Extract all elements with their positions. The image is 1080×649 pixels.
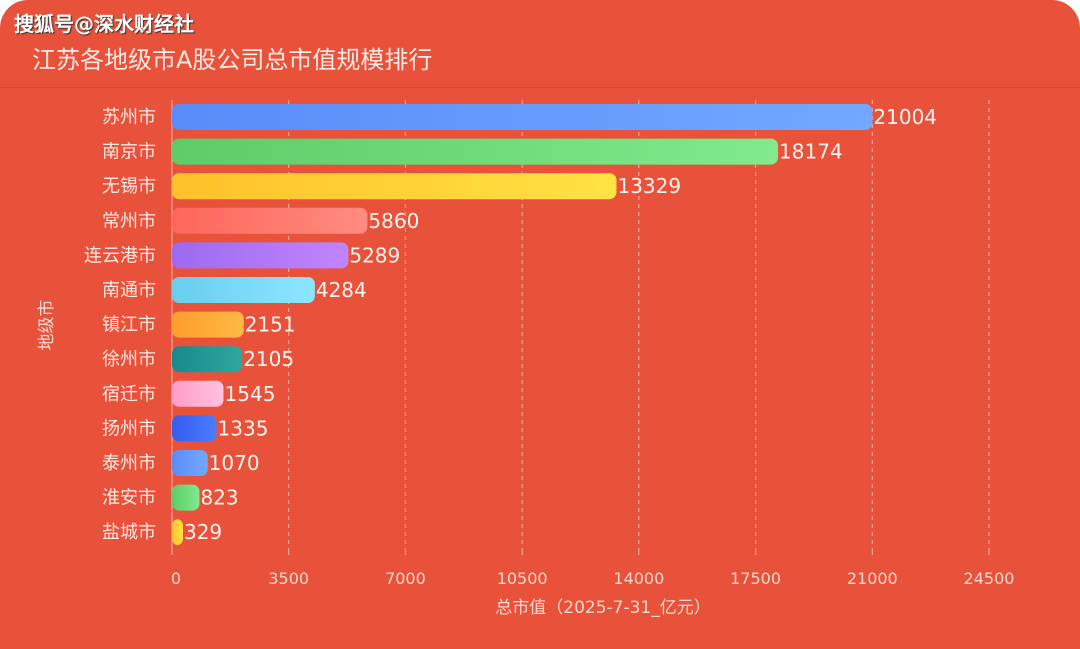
category-label: 宿迁市 <box>102 384 156 405</box>
chart-title: 江苏各地级市A股公司总市值规模排行 <box>32 46 433 74</box>
bar <box>172 242 349 269</box>
watermark: 搜狐号@深水财经社 <box>14 12 194 36</box>
category-label: 南通市 <box>102 280 156 301</box>
data-label: 2105 <box>243 347 294 371</box>
data-label: 1335 <box>218 416 269 440</box>
bar <box>172 104 873 130</box>
data-label: 1545 <box>225 382 276 406</box>
data-label: 2151 <box>245 313 296 337</box>
x-tick-label: 10500 <box>497 569 548 588</box>
bar <box>172 450 208 476</box>
data-label: 4284 <box>316 278 367 302</box>
title-divider <box>0 87 1080 88</box>
x-tick-label: 7000 <box>385 569 426 588</box>
x-tick-label: 17500 <box>730 569 781 588</box>
data-label: 823 <box>200 486 238 510</box>
bar <box>172 519 183 546</box>
bar <box>172 277 315 303</box>
bar <box>172 311 244 338</box>
data-label: 13329 <box>617 174 681 198</box>
bar <box>172 346 243 373</box>
data-label: 5289 <box>349 243 400 267</box>
x-tick-label: 0 <box>171 569 181 588</box>
bar <box>172 484 200 511</box>
category-label: 常州市 <box>102 211 156 232</box>
category-label: 镇江市 <box>102 315 156 336</box>
bar <box>172 415 217 442</box>
category-label: 无锡市 <box>102 176 156 197</box>
data-label: 21004 <box>873 105 937 129</box>
x-tick-label: 3500 <box>268 569 309 588</box>
y-axis-label: 地级市 <box>37 300 57 351</box>
x-tick-label: 14000 <box>613 569 664 588</box>
data-label: 5860 <box>368 209 419 233</box>
x-tick-label: 24500 <box>964 569 1015 588</box>
bar <box>172 207 368 234</box>
category-label: 扬州市 <box>102 418 156 439</box>
bar <box>172 380 224 407</box>
data-label: 18174 <box>779 140 843 164</box>
category-label: 连云港市 <box>84 245 156 266</box>
x-tick-label: 21000 <box>847 569 898 588</box>
category-label: 淮安市 <box>102 488 156 509</box>
category-label: 泰州市 <box>102 453 156 474</box>
data-label: 329 <box>184 520 222 544</box>
category-label: 盐城市 <box>102 522 156 543</box>
bar <box>172 173 617 200</box>
category-label: 苏州市 <box>102 107 156 128</box>
bar <box>172 138 779 165</box>
x-axis-label: 总市值（2025-7-31_亿元） <box>495 598 710 618</box>
category-label: 南京市 <box>102 142 156 163</box>
data-label: 1070 <box>209 451 260 475</box>
category-label: 徐州市 <box>102 349 156 370</box>
